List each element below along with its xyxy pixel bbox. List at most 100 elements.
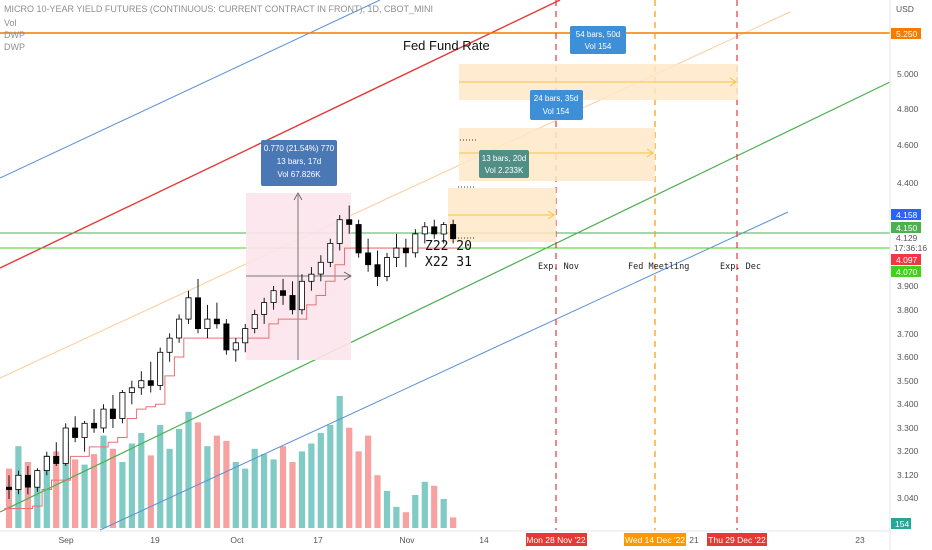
candle-body <box>421 226 428 235</box>
candle[interactable] <box>109 394 116 428</box>
candle-body <box>72 427 79 438</box>
candle[interactable] <box>91 409 98 433</box>
candle-body <box>450 224 457 240</box>
candle[interactable] <box>128 380 135 405</box>
candle[interactable] <box>242 323 249 353</box>
candle[interactable] <box>6 475 12 499</box>
candle[interactable] <box>365 238 372 272</box>
candle-body <box>185 297 192 320</box>
volume-bar <box>157 425 164 528</box>
candle[interactable] <box>223 319 230 355</box>
candle[interactable] <box>270 286 277 310</box>
candle[interactable] <box>279 278 286 305</box>
volume-bar <box>119 462 126 528</box>
candle[interactable] <box>119 390 126 424</box>
svg-text:24 bars, 35d: 24 bars, 35d <box>534 94 578 103</box>
indicator-dwp-1[interactable]: DWP <box>4 30 25 40</box>
candle[interactable] <box>421 222 428 244</box>
price-tick-label: 3.800 <box>897 305 919 315</box>
candle-body <box>412 233 419 254</box>
candle[interactable] <box>327 238 334 268</box>
projection-arrowhead-1 <box>729 77 737 87</box>
candle[interactable] <box>308 267 315 291</box>
candle-body <box>279 290 286 296</box>
volume-bar <box>34 475 41 528</box>
candle[interactable] <box>176 314 183 343</box>
indicator-vol[interactable]: Vol <box>4 18 17 28</box>
candle[interactable] <box>336 215 343 251</box>
candle-body <box>81 422 88 438</box>
price-tag-4129: 4.129 <box>896 233 918 243</box>
candle[interactable] <box>261 297 268 324</box>
volume-bar <box>138 433 145 528</box>
candle[interactable] <box>100 404 107 433</box>
candle[interactable] <box>62 423 69 466</box>
candle[interactable] <box>194 278 201 334</box>
candle[interactable] <box>81 420 88 452</box>
candle[interactable] <box>317 255 324 282</box>
measure-box-54-bars[interactable]: 54 bars, 50d Vol 154 <box>570 26 626 54</box>
candle[interactable] <box>251 309 258 334</box>
measure-box-24-bars[interactable]: 24 bars, 35d Vol 154 <box>530 90 583 120</box>
candle-body <box>6 486 12 491</box>
candle[interactable] <box>204 304 211 339</box>
exp-nov-label: Exp. Nov <box>538 262 579 272</box>
channel-line-red[interactable] <box>0 0 561 269</box>
candle-body <box>365 252 372 266</box>
candle[interactable] <box>157 347 164 391</box>
svg-text:Vol 154: Vol 154 <box>543 107 570 116</box>
candle[interactable] <box>15 470 22 495</box>
candle[interactable] <box>289 281 296 315</box>
fed-meeting-label: Fed Meetling <box>628 262 689 272</box>
candle-body <box>100 408 107 429</box>
currency-label: USD <box>896 4 914 14</box>
candle[interactable] <box>412 229 419 258</box>
candle[interactable] <box>43 451 50 476</box>
channel-line-blue-lower[interactable] <box>99 211 789 531</box>
price-tick-label: 3.700 <box>897 329 919 339</box>
svg-text:4.129: 4.129 <box>896 233 918 243</box>
candle[interactable] <box>298 274 305 315</box>
candle[interactable] <box>147 361 154 393</box>
date-tick-label: Sep <box>58 535 73 545</box>
volume-bar <box>185 411 192 528</box>
candle[interactable] <box>185 290 192 324</box>
candle[interactable] <box>232 338 239 362</box>
candle-body <box>109 408 116 420</box>
candle-body <box>138 380 145 389</box>
candle[interactable] <box>393 233 400 268</box>
candle[interactable] <box>402 238 409 268</box>
candle[interactable] <box>355 219 362 258</box>
svg-text:Mon 28 Nov '22: Mon 28 Nov '22 <box>526 535 586 545</box>
volume-bar <box>327 425 334 528</box>
candle[interactable] <box>383 252 390 282</box>
candle[interactable] <box>450 219 457 244</box>
measure-box-main[interactable]: 0.770 (21.54%) 770 13 bars, 17d Vol 67.8… <box>261 140 337 186</box>
candle[interactable] <box>166 333 173 362</box>
candle[interactable] <box>72 416 79 443</box>
candle[interactable] <box>138 371 145 395</box>
symbol-title: MICRO 10-YEAR YIELD FUTURES (CONTINUOUS:… <box>4 4 434 14</box>
date-tick-label: 14 <box>479 535 489 545</box>
date-tick-label: Oct <box>230 535 244 545</box>
channel-line-green[interactable] <box>0 81 891 513</box>
candle[interactable] <box>440 222 447 244</box>
volume-tag: 154 <box>891 518 911 529</box>
indicator-dwp-2[interactable]: DWP <box>4 42 25 52</box>
measure-box-13-bars[interactable]: 13 bars, 20d Vol 2.233K <box>479 150 529 178</box>
candle[interactable] <box>34 468 41 492</box>
candle[interactable] <box>53 442 60 466</box>
candle[interactable] <box>374 250 381 287</box>
candle[interactable] <box>24 465 31 495</box>
fed-fund-rate-label: Fed Fund Rate <box>403 38 490 53</box>
volume-bar <box>298 451 305 528</box>
date-axis[interactable]: Sep 19 Oct 17 Nov 14 21 23 <box>58 535 865 545</box>
candle[interactable] <box>431 219 438 239</box>
candle[interactable] <box>346 205 353 234</box>
candle-body <box>213 318 220 325</box>
channel-line-blue-upper[interactable] <box>0 0 381 179</box>
price-axis[interactable]: 5.000 4.800 4.600 4.400 3.900 3.800 3.700 3.600… <box>897 69 919 503</box>
svg-text:Vol 67.826K: Vol 67.826K <box>277 170 321 179</box>
candle[interactable] <box>213 302 220 329</box>
